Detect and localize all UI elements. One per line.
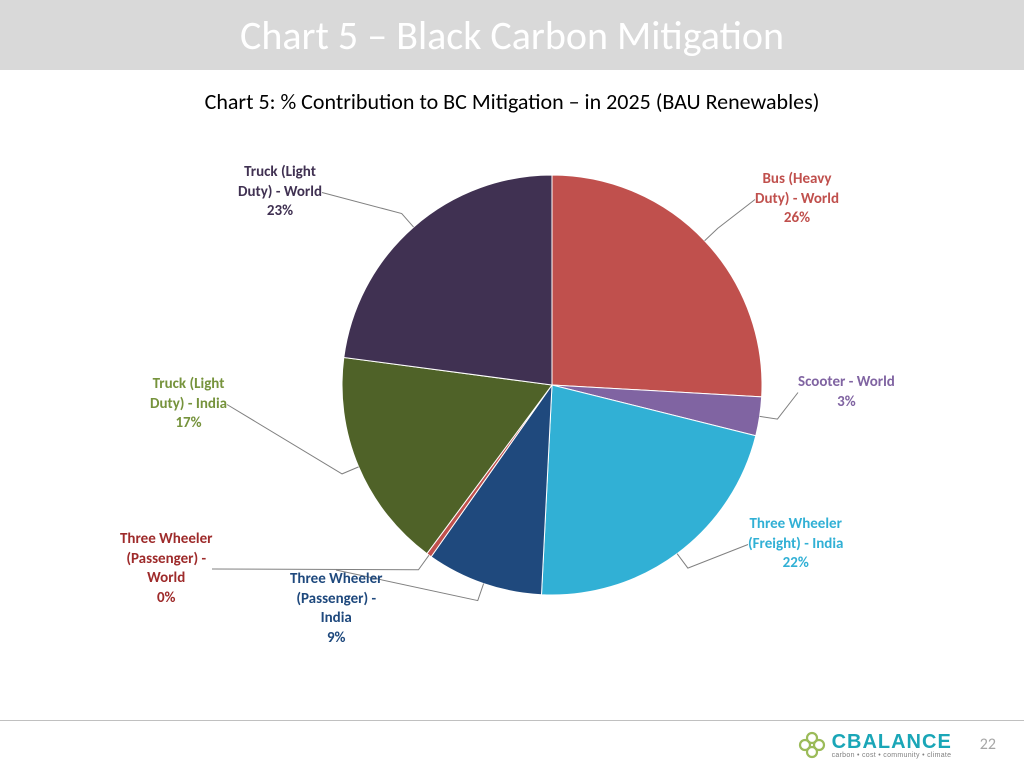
leader-line (760, 393, 798, 420)
chart-area: Bus (HeavyDuty) - World26% Scooter - Worl… (0, 125, 1024, 685)
leader-line (227, 405, 359, 474)
slice-label: Three Wheeler(Passenger) -India9% (290, 570, 382, 648)
slice-label: Truck (LightDuty) - World23% (238, 163, 322, 222)
pie-slice (552, 175, 762, 397)
brand-tagline: carbon • cost • community • climate (832, 752, 952, 759)
slice-label: Three Wheeler(Passenger) -World0% (120, 530, 212, 608)
slice-label: Truck (LightDuty) - India17% (150, 375, 227, 434)
slice-label: Three Wheeler(Freight) - India22% (748, 515, 843, 574)
brand-name: CBALANCE (832, 731, 952, 754)
title-bar: Chart 5 – Black Carbon Mitigation (0, 0, 1024, 70)
flower-icon (798, 731, 826, 759)
pie-chart (342, 175, 762, 595)
pie-slice (344, 175, 552, 385)
brand-logo: CBALANCE carbon • cost • community • cli… (798, 731, 952, 759)
page-number: 22 (980, 735, 996, 754)
page-title: Chart 5 – Black Carbon Mitigation (240, 11, 784, 60)
chart-subtitle: Chart 5: % Contribution to BC Mitigation… (0, 88, 1024, 115)
footer: CBALANCE carbon • cost • community • cli… (0, 720, 1024, 768)
slice-label: Bus (HeavyDuty) - World26% (755, 170, 839, 229)
slice-label: Scooter - World3% (798, 373, 895, 412)
